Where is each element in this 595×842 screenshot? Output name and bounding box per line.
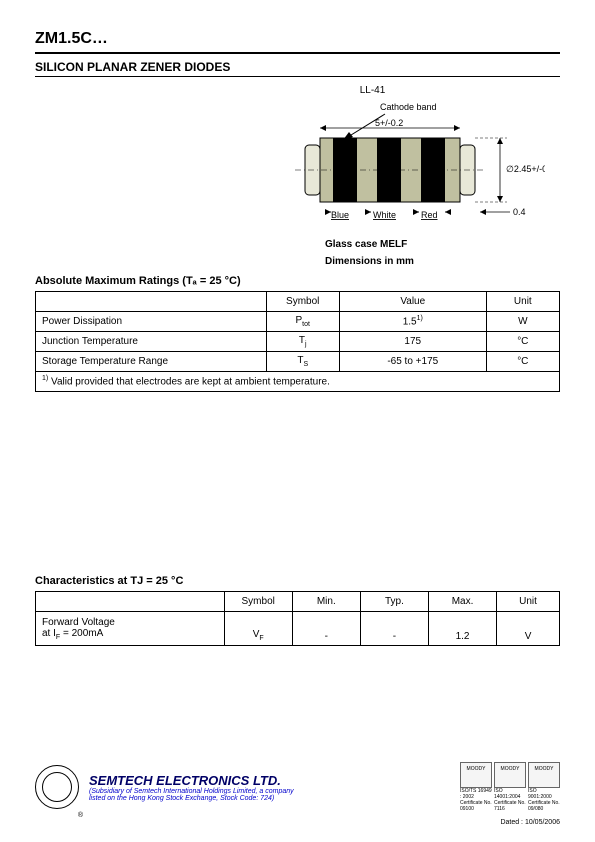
svg-text:5+/-0.2: 5+/-0.2 xyxy=(375,118,403,128)
abs-max-heading: Absolute Maximum Ratings (Tₐ = 25 °C) xyxy=(35,275,560,287)
max-cell: 1.2 xyxy=(428,612,496,646)
table-row: Power Dissipation Ptot 1.51) W xyxy=(36,312,560,332)
part-number-title: ZM1.5C… xyxy=(35,30,560,48)
characteristics-heading: Characteristics at TJ = 25 °C xyxy=(35,575,560,587)
vertical-spacer xyxy=(35,392,560,567)
unit-cell: W xyxy=(486,312,559,332)
document-date: Dated : 10/05/2006 xyxy=(500,819,560,826)
svg-text:Cathode band: Cathode band xyxy=(380,102,437,112)
company-subline2: listed on the Hong Kong Stock Exchange, … xyxy=(89,795,450,802)
cert-label: ISO 14001:2004Certificate No. 7116 xyxy=(494,788,526,812)
col-max: Max. xyxy=(428,592,496,612)
table-header-row: Symbol Min. Typ. Max. Unit xyxy=(36,592,560,612)
diagram-caption-dim: Dimensions in mm xyxy=(325,256,560,267)
col-min: Min. xyxy=(292,592,360,612)
param-cell: Junction Temperature xyxy=(36,332,267,352)
melf-diagram-svg: Cathode band 5+/-0.2 ∅2.45+/-0.1 0.4 Blu… xyxy=(285,100,545,230)
package-diagram: Cathode band 5+/-0.2 ∅2.45+/-0.1 0.4 Blu… xyxy=(285,100,560,267)
diagram-caption-case: Glass case MELF xyxy=(325,239,560,250)
value-cell: 175 xyxy=(339,332,486,352)
subtitle-rule xyxy=(35,76,560,77)
cert-label: ISO 9001:2000Certificate No. 09/080 xyxy=(528,788,560,812)
col-param xyxy=(36,292,267,312)
unit-cell: V xyxy=(497,612,560,646)
col-symbol: Symbol xyxy=(266,292,339,312)
col-unit: Unit xyxy=(497,592,560,612)
abs-max-table: Symbol Value Unit Power Dissipation Ptot… xyxy=(35,291,560,392)
svg-text:Red: Red xyxy=(421,210,438,220)
cert-badge: MOODY xyxy=(460,762,492,788)
value-cell: -65 to +175 xyxy=(339,352,486,372)
table-row: Storage Temperature Range TS -65 to +175… xyxy=(36,352,560,372)
svg-text:White: White xyxy=(373,210,396,220)
footer-text: SEMTECH ELECTRONICS LTD. (Subsidiary of … xyxy=(89,773,450,802)
min-cell: - xyxy=(292,612,360,646)
param-cell: Power Dissipation xyxy=(36,312,267,332)
unit-cell: °C xyxy=(486,352,559,372)
unit-cell: °C xyxy=(486,332,559,352)
cert-badge: MOODY xyxy=(528,762,560,788)
company-subline1: (Subsidiary of Semtech International Hol… xyxy=(89,788,450,795)
characteristics-table: Symbol Min. Typ. Max. Unit Forward Volta… xyxy=(35,591,560,646)
table-row: Forward Voltage at IF = 200mA VF - - 1.2… xyxy=(36,612,560,646)
value-cell: 1.51) xyxy=(339,312,486,332)
company-logo: ® xyxy=(35,765,79,809)
svg-text:Blue: Blue xyxy=(331,210,349,220)
page-footer: ® SEMTECH ELECTRONICS LTD. (Subsidiary o… xyxy=(35,762,560,812)
col-typ: Typ. xyxy=(360,592,428,612)
cert-badge: MOODY xyxy=(494,762,526,788)
symbol-cell: VF xyxy=(224,612,292,646)
svg-text:∅2.45+/-0.1: ∅2.45+/-0.1 xyxy=(506,164,545,174)
typ-cell: - xyxy=(360,612,428,646)
symbol-cell: Tj xyxy=(266,332,339,352)
table-row: Junction Temperature Tj 175 °C xyxy=(36,332,560,352)
product-subtitle: SILICON PLANAR ZENER DIODES xyxy=(35,60,560,74)
col-param xyxy=(36,592,225,612)
symbol-cell: Ptot xyxy=(266,312,339,332)
company-name: SEMTECH ELECTRONICS LTD. xyxy=(89,773,450,788)
col-symbol: Symbol xyxy=(224,592,292,612)
title-rule xyxy=(35,52,560,54)
table-footnote-row: 1) Valid provided that electrodes are ke… xyxy=(36,372,560,392)
symbol-cell: TS xyxy=(266,352,339,372)
table-header-row: Symbol Value Unit xyxy=(36,292,560,312)
package-label: LL-41 xyxy=(185,85,560,96)
svg-text:0.4: 0.4 xyxy=(513,207,526,217)
registered-mark: ® xyxy=(78,812,83,819)
footnote-cell: 1) Valid provided that electrodes are ke… xyxy=(36,372,560,392)
col-unit: Unit xyxy=(486,292,559,312)
cert-label: ISO/TS 16949 : 2002Certificate No. 09100 xyxy=(460,788,492,812)
col-value: Value xyxy=(339,292,486,312)
param-cell: Forward Voltage at IF = 200mA xyxy=(36,612,225,646)
param-cell: Storage Temperature Range xyxy=(36,352,267,372)
cert-block: MOODY MOODY MOODY ISO/TS 16949 : 2002Cer… xyxy=(460,762,560,812)
